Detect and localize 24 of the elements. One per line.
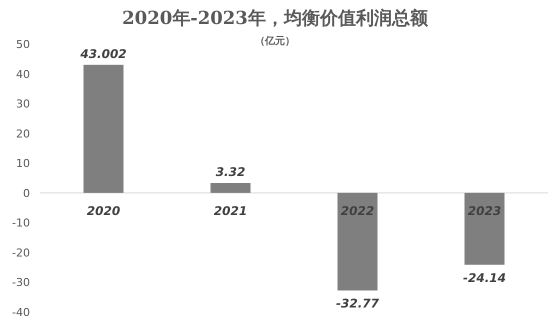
data-label: -24.14 — [463, 270, 506, 285]
y-tick-label: -10 — [12, 216, 30, 230]
chart-subtitle: （亿元） — [255, 35, 295, 47]
x-tick-label: 2020 — [86, 204, 120, 218]
bar — [464, 192, 504, 265]
data-label: -32.77 — [336, 296, 380, 310]
y-tick-label: -40 — [12, 306, 30, 319]
x-tick-label: 2021 — [214, 204, 248, 218]
y-tick-label: 40 — [16, 68, 30, 81]
data-label: 3.32 — [216, 165, 246, 180]
x-tick-label: 2022 — [340, 204, 374, 218]
y-tick-label: 0 — [23, 186, 30, 200]
data-label: 43.002 — [79, 46, 127, 61]
x-tick-label: 2023 — [468, 204, 502, 218]
y-tick-label: -20 — [12, 246, 30, 260]
bar — [338, 192, 378, 290]
y-tick-label: 10 — [16, 157, 30, 170]
y-tick-label: 50 — [16, 38, 30, 51]
chart-title: 2020年-2023年，均衡价值利润总额 — [122, 8, 429, 29]
bar — [210, 183, 250, 193]
y-tick-label: 30 — [16, 98, 30, 111]
y-tick-label: -30 — [12, 276, 30, 290]
bar — [84, 64, 124, 193]
y-tick-label: 20 — [16, 127, 30, 140]
